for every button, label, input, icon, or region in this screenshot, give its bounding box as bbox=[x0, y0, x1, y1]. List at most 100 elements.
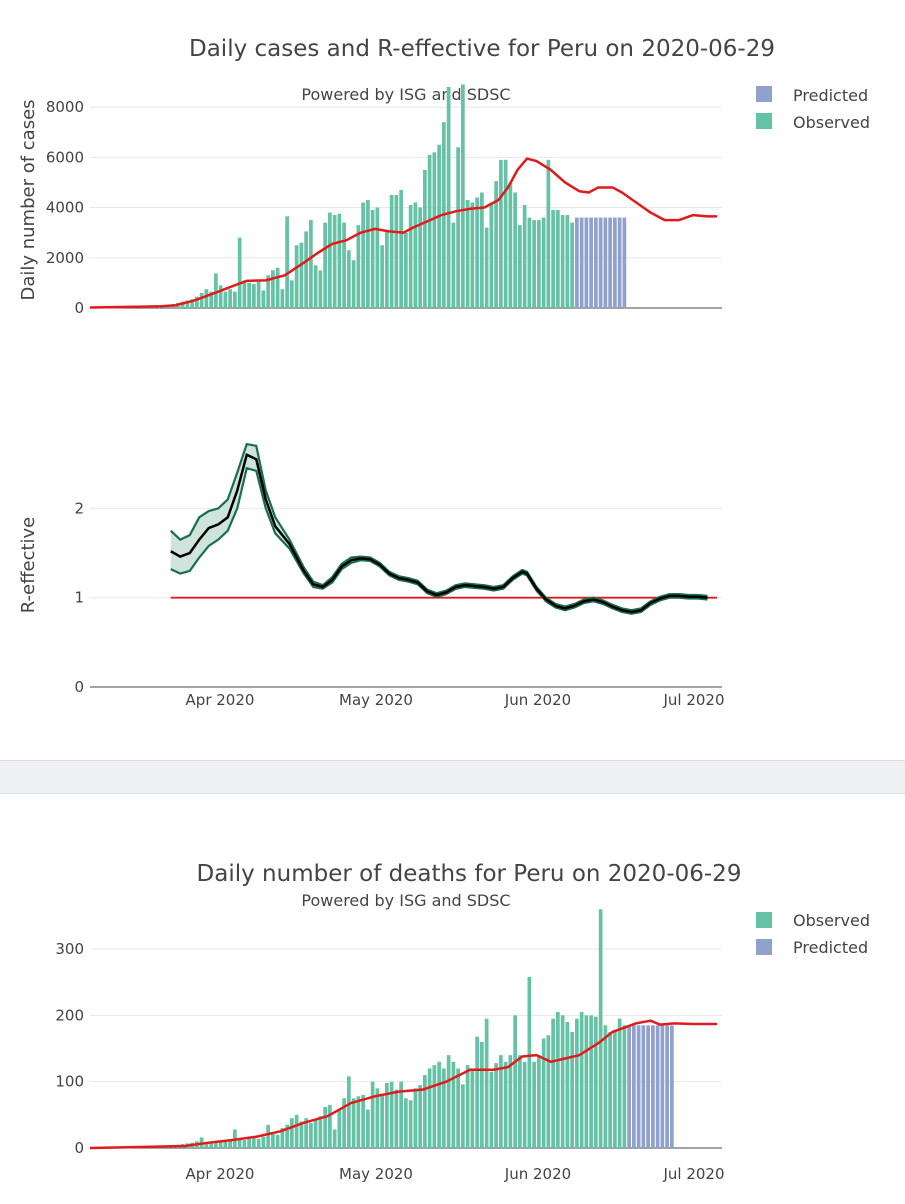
bar-observed bbox=[376, 208, 380, 308]
bar-observed bbox=[456, 147, 460, 308]
y-tick-label: 2 bbox=[74, 499, 84, 517]
bar-observed bbox=[262, 290, 266, 308]
bar-observed bbox=[314, 1120, 318, 1148]
legend[interactable]: Predicted Observed bbox=[756, 86, 870, 132]
y-tick-label: 0 bbox=[74, 678, 84, 696]
bar-observed bbox=[475, 1037, 479, 1148]
y-tick-label: 8000 bbox=[46, 98, 84, 116]
bar-observed bbox=[471, 1068, 475, 1148]
legend-swatch-observed[interactable] bbox=[756, 912, 772, 928]
legend-label-observed[interactable]: Observed bbox=[793, 911, 870, 930]
bar-observed bbox=[456, 1068, 460, 1148]
bar-observed bbox=[566, 215, 570, 308]
bar-observed bbox=[480, 192, 484, 308]
bar-observed bbox=[599, 909, 603, 1148]
cases-and-r-panel: Daily cases and R-effective for Peru on … bbox=[0, 0, 905, 760]
bar-observed bbox=[219, 285, 223, 308]
bar-observed bbox=[352, 260, 356, 308]
bar-observed bbox=[395, 1090, 399, 1148]
bar-observed bbox=[428, 1068, 432, 1148]
bar-observed bbox=[604, 1025, 608, 1148]
bar-observed bbox=[385, 230, 389, 308]
bar-observed bbox=[433, 1065, 437, 1148]
legend-label-observed[interactable]: Observed bbox=[793, 113, 870, 132]
legend[interactable]: Observed Predicted bbox=[756, 911, 870, 957]
bar-observed bbox=[281, 289, 285, 308]
bar-observed bbox=[618, 1019, 622, 1148]
bar-observed bbox=[309, 1123, 313, 1148]
legend-swatch-predicted[interactable] bbox=[756, 86, 772, 102]
bar-predicted bbox=[608, 218, 612, 308]
bar-observed bbox=[499, 160, 503, 308]
bar-predicted bbox=[599, 218, 603, 308]
bar-observed bbox=[328, 1105, 332, 1148]
r-axis-label: R-effective bbox=[18, 517, 39, 614]
bar-observed bbox=[361, 1095, 365, 1148]
bar-observed bbox=[466, 1065, 470, 1148]
bar-observed bbox=[504, 160, 508, 308]
bar-observed bbox=[437, 1062, 441, 1148]
x-tick-label: Apr 2020 bbox=[186, 691, 255, 709]
bar-observed bbox=[295, 1115, 299, 1148]
bar-observed bbox=[480, 1042, 484, 1148]
x-tick-label: Jul 2020 bbox=[662, 691, 724, 709]
bar-observed bbox=[233, 292, 237, 308]
bar-predicted bbox=[637, 1025, 641, 1148]
bar-observed bbox=[214, 273, 218, 308]
bar-observed bbox=[304, 231, 308, 308]
bar-observed bbox=[319, 1116, 323, 1148]
bar-observed bbox=[380, 1094, 384, 1148]
bar-predicted bbox=[670, 1025, 674, 1148]
bar-observed bbox=[224, 292, 228, 308]
legend-swatch-observed[interactable] bbox=[756, 113, 772, 129]
bar-predicted bbox=[604, 218, 608, 308]
bar-predicted bbox=[594, 218, 598, 308]
bar-observed bbox=[623, 1025, 627, 1148]
bar-observed bbox=[461, 84, 465, 308]
bar-observed bbox=[352, 1098, 356, 1148]
bar-observed bbox=[252, 284, 256, 308]
bar-observed bbox=[257, 1139, 261, 1148]
deaths-chart: Daily number of deaths for Peru on 2020-… bbox=[0, 793, 905, 1200]
bar-observed bbox=[285, 216, 289, 308]
bar-observed bbox=[366, 200, 370, 308]
bar-predicted bbox=[589, 218, 593, 308]
bar-observed bbox=[314, 265, 318, 308]
bar-observed bbox=[428, 155, 432, 308]
bar-observed bbox=[509, 1055, 513, 1148]
bar-observed bbox=[418, 1085, 422, 1148]
bar-observed bbox=[342, 223, 346, 308]
bar-observed bbox=[414, 1088, 418, 1148]
bar-predicted bbox=[651, 1025, 655, 1148]
bar-predicted bbox=[613, 218, 617, 308]
bar-observed bbox=[276, 268, 280, 308]
bar-observed bbox=[309, 220, 313, 308]
bar-observed bbox=[333, 215, 337, 308]
bar-observed bbox=[494, 1063, 498, 1148]
chart-subtitle: Powered by ISG and SDSC bbox=[301, 891, 510, 910]
bar-observed bbox=[300, 243, 304, 308]
bar-observed bbox=[452, 223, 456, 308]
y-tick-label: 300 bbox=[55, 940, 84, 958]
bar-observed bbox=[490, 1072, 494, 1148]
bar-observed bbox=[532, 1062, 536, 1148]
bar-predicted bbox=[661, 1025, 665, 1148]
bar-observed bbox=[589, 1015, 593, 1148]
bar-observed bbox=[243, 280, 247, 308]
bar-observed bbox=[433, 152, 437, 308]
x-tick-label: May 2020 bbox=[339, 1165, 413, 1183]
bar-observed bbox=[333, 1129, 337, 1148]
chart-title: Daily number of deaths for Peru on 2020-… bbox=[197, 861, 742, 887]
chart-title: Daily cases and R-effective for Peru on … bbox=[189, 36, 775, 62]
bar-observed bbox=[338, 1110, 342, 1148]
bar-observed bbox=[252, 1138, 256, 1148]
bar-observed bbox=[295, 245, 299, 308]
x-tick-label: May 2020 bbox=[339, 691, 413, 709]
bar-observed bbox=[404, 1098, 408, 1148]
panel-separator bbox=[0, 760, 905, 794]
legend-label-predicted[interactable]: Predicted bbox=[793, 938, 868, 957]
legend-label-predicted[interactable]: Predicted bbox=[793, 86, 868, 105]
legend-swatch-predicted[interactable] bbox=[756, 939, 772, 955]
y-tick-label: 6000 bbox=[46, 148, 84, 166]
bar-observed bbox=[347, 1076, 351, 1148]
